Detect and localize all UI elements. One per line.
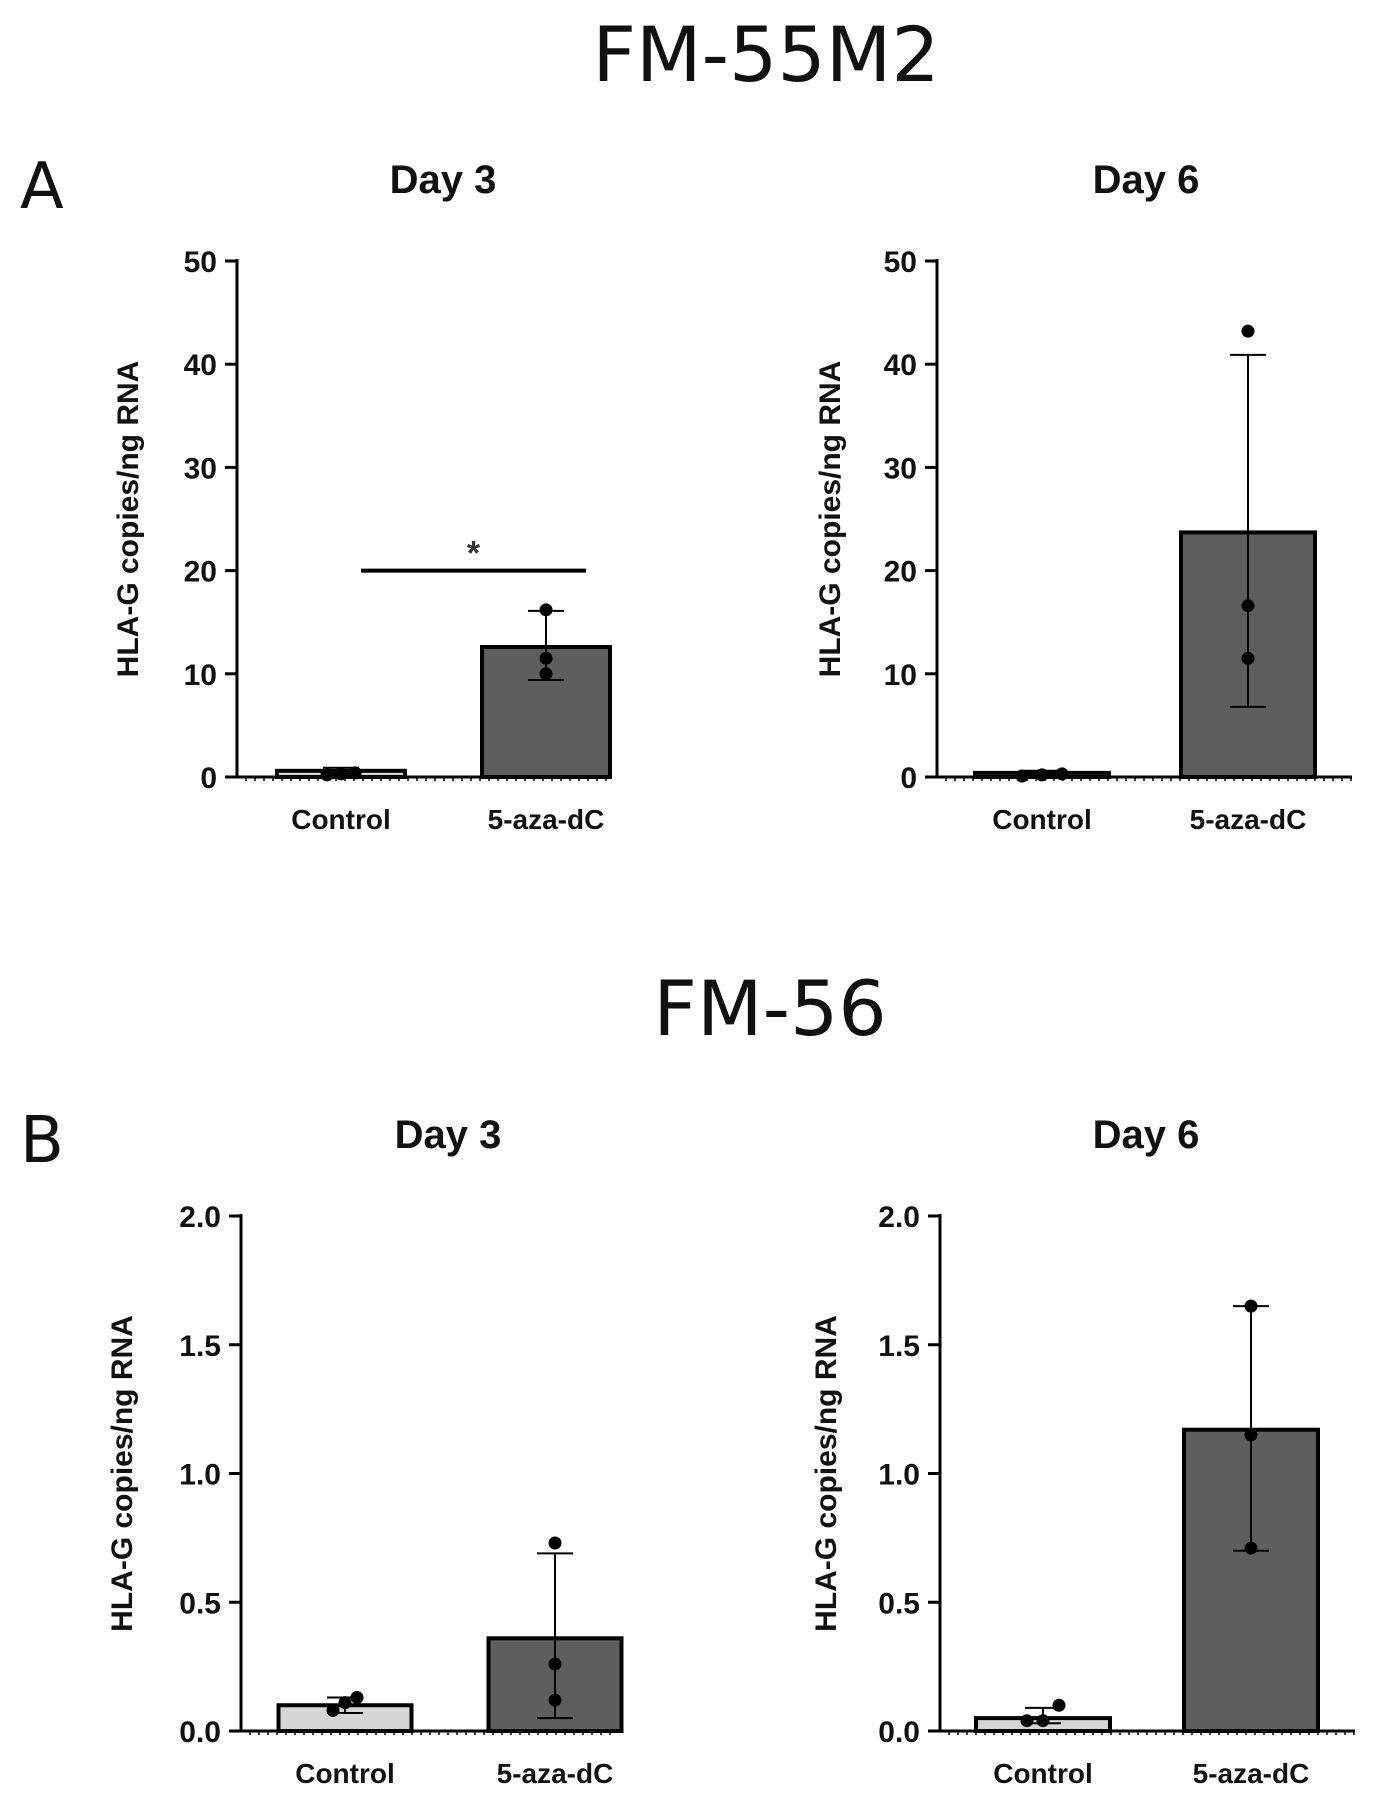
x-category-label: Control: [992, 804, 1092, 835]
panel-letter-a: A: [20, 150, 64, 224]
chart-title: Day 3: [395, 1113, 502, 1157]
y-tick-label: 30: [884, 452, 917, 485]
section-title-fm56: FM-56: [653, 964, 886, 1053]
x-category-label: 5-aza-dC: [1193, 1758, 1310, 1789]
data-point: [1015, 769, 1029, 783]
data-point: [334, 767, 348, 781]
data-point: [1055, 767, 1069, 781]
data-point: [320, 768, 334, 782]
y-tick-label: 0.5: [179, 1587, 221, 1620]
data-point: [1241, 651, 1255, 665]
y-tick-label: 1.0: [179, 1459, 221, 1492]
y-tick-label: 1.5: [179, 1330, 221, 1363]
y-tick-label: 2.0: [878, 1201, 920, 1234]
panel-letter-b: B: [20, 1104, 64, 1178]
x-category-label: 5-aza-dC: [1190, 804, 1307, 835]
data-point: [1052, 1698, 1066, 1712]
y-tick-label: 1.5: [878, 1330, 920, 1363]
x-category-label: Control: [993, 1758, 1093, 1789]
data-point: [548, 1536, 562, 1550]
x-category-label: 5-aza-dC: [497, 1758, 614, 1789]
data-point: [1241, 599, 1255, 613]
data-point: [326, 1703, 340, 1717]
y-tick-label: 20: [884, 556, 917, 589]
data-point: [1035, 768, 1049, 782]
x-category-label: 5-aza-dC: [488, 804, 605, 835]
chart-fm55m2-day3: Day 3 HLA-G copies/ng RNA 0 10 20 30 40 50 Contr…: [112, 158, 612, 835]
data-point: [1244, 1541, 1258, 1555]
x-category-label: Control: [291, 804, 391, 835]
y-tick-label: 10: [884, 659, 917, 692]
y-tick-label: 40: [184, 349, 217, 382]
y-axis-label: HLA-G copies/ng RNA: [112, 361, 145, 678]
data-point: [539, 603, 553, 617]
y-axis-label: HLA-G copies/ng RNA: [814, 361, 847, 678]
data-point: [1244, 1428, 1258, 1442]
y-tick-label: 40: [884, 349, 917, 382]
data-point: [548, 1657, 562, 1671]
data-point: [348, 766, 362, 780]
y-tick-label: 0: [900, 762, 917, 795]
chart-fm56-day3: Day 3 HLA-G copies/ng RNA 0.0 0.5 1.0 1.5 2.0 C…: [106, 1113, 624, 1789]
data-point: [1020, 1714, 1034, 1728]
data-point: [1244, 1299, 1258, 1313]
y-tick-label: 0.5: [878, 1587, 920, 1620]
data-point: [1036, 1714, 1050, 1728]
y-tick-label: 50: [184, 246, 217, 279]
chart-title: Day 3: [390, 158, 497, 202]
data-point: [350, 1691, 364, 1705]
chart-title: Day 6: [1093, 158, 1200, 202]
section-title-fm55m2: FM-55M2: [592, 10, 939, 99]
y-tick-label: 0.0: [878, 1716, 920, 1749]
y-axis-label: HLA-G copies/ng RNA: [810, 1315, 843, 1632]
y-tick-label: 1.0: [878, 1459, 920, 1492]
data-point: [539, 651, 553, 665]
y-tick-label: 50: [884, 246, 917, 279]
data-point: [1241, 324, 1255, 338]
data-point: [539, 667, 553, 681]
data-point: [338, 1696, 352, 1710]
x-category-label: Control: [295, 1758, 395, 1789]
y-tick-label: 2.0: [179, 1201, 221, 1234]
y-tick-label: 20: [184, 556, 217, 589]
chart-fm55m2-day6: Day 6 HLA-G copies/ng RNA 0 10 20 30 40 50 Contr…: [814, 158, 1352, 835]
y-tick-label: 10: [184, 659, 217, 692]
data-point: [548, 1693, 562, 1707]
significance-star: *: [467, 535, 481, 573]
y-tick-label: 30: [184, 452, 217, 485]
y-tick-label: 0: [200, 762, 217, 795]
chart-title: Day 6: [1093, 1113, 1200, 1157]
y-tick-label: 0.0: [179, 1716, 221, 1749]
y-axis-label: HLA-G copies/ng RNA: [106, 1315, 139, 1632]
chart-fm56-day6: Day 6 HLA-G copies/ng RNA 0.0 0.5 1.0 1.5 2.0 C…: [810, 1113, 1355, 1789]
